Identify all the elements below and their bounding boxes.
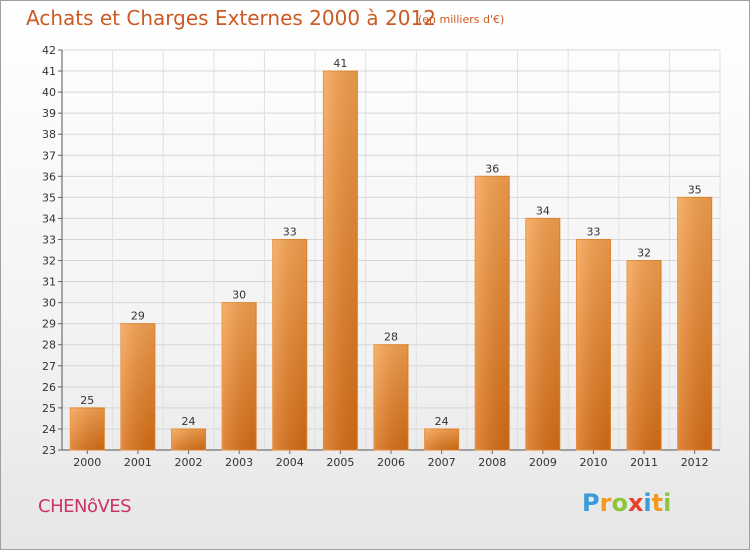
y-tick-label: 37 xyxy=(42,149,56,162)
bar-shade-2012 xyxy=(677,197,712,450)
y-tick-label: 42 xyxy=(42,44,56,57)
data-label-2000: 25 xyxy=(80,394,94,407)
bar-shade-2009 xyxy=(525,218,560,450)
data-label-2008: 36 xyxy=(485,162,499,175)
place-name: CHENôVES xyxy=(38,496,132,517)
bar-shade-2010 xyxy=(576,239,611,450)
y-tick-label: 41 xyxy=(42,65,56,78)
y-tick-label: 27 xyxy=(42,360,56,373)
bar-shade-2003 xyxy=(222,302,257,450)
logo-letter: t xyxy=(651,489,664,517)
y-tick-label: 31 xyxy=(42,276,56,289)
logo-letter: r xyxy=(599,489,612,517)
x-tick-label-2007: 2007 xyxy=(428,456,456,469)
data-label-2004: 33 xyxy=(283,225,297,238)
x-tick-label-2011: 2011 xyxy=(630,456,658,469)
y-tick-label: 29 xyxy=(42,318,56,331)
x-tick-label-2001: 2001 xyxy=(124,456,152,469)
y-tick-label: 34 xyxy=(42,212,56,225)
bar-shade-2008 xyxy=(475,176,510,450)
data-label-2011: 32 xyxy=(637,247,651,260)
chart-subtitle: (en milliers d'€) xyxy=(418,13,505,26)
y-tick-label: 35 xyxy=(42,191,56,204)
bars: 25 29 24 30 33 41 28 24 36 34 33 32 35 xyxy=(69,57,713,451)
y-tick-label: 24 xyxy=(42,423,56,436)
proxiti-logo: Proxiti xyxy=(582,489,671,517)
y-tick-label: 23 xyxy=(42,444,56,457)
y-tick-label: 25 xyxy=(42,402,56,415)
data-label-2002: 24 xyxy=(182,415,196,428)
x-tick-label-2006: 2006 xyxy=(377,456,405,469)
bar-shade-2004 xyxy=(272,239,307,450)
y-tick-label: 36 xyxy=(42,170,56,183)
bar-shade-2011 xyxy=(627,260,662,450)
y-tick-label: 38 xyxy=(42,128,56,141)
bar-shade-2007 xyxy=(424,428,459,450)
y-tick-label: 39 xyxy=(42,107,56,120)
x-tick-label-2009: 2009 xyxy=(529,456,557,469)
y-tick-label: 30 xyxy=(42,297,56,310)
x-tick-label-2003: 2003 xyxy=(225,456,253,469)
data-label-2006: 28 xyxy=(384,331,398,344)
y-tick-label: 26 xyxy=(42,381,56,394)
data-label-2001: 29 xyxy=(131,310,145,323)
x-tick-label-2004: 2004 xyxy=(276,456,304,469)
logo-letter: o xyxy=(611,489,628,517)
x-tick-label-2010: 2010 xyxy=(579,456,607,469)
bar-shade-2002 xyxy=(171,428,206,450)
x-tick-label-2002: 2002 xyxy=(175,456,203,469)
chart-title: Achats et Charges Externes 2000 à 2012 xyxy=(26,6,436,30)
y-tick-label: 33 xyxy=(42,233,56,246)
x-tick-label-2012: 2012 xyxy=(681,456,709,469)
logo-letter: i xyxy=(663,489,672,517)
data-label-2010: 33 xyxy=(586,225,600,238)
x-tick-label-2008: 2008 xyxy=(478,456,506,469)
bar-shade-2005 xyxy=(323,71,358,450)
data-label-2012: 35 xyxy=(688,183,702,196)
data-label-2009: 34 xyxy=(536,204,550,217)
logo-letter: i xyxy=(643,489,652,517)
x-tick-label-2005: 2005 xyxy=(326,456,354,469)
logo-letter: x xyxy=(627,489,644,517)
y-tick-label: 32 xyxy=(42,255,56,268)
y-tick-label: 40 xyxy=(42,86,56,99)
bar-shade-2000 xyxy=(70,407,105,450)
axes: 23 24 25 26 27 28 29 30 31 32 33 34 35 36 37 38 39 40 41 42… xyxy=(42,44,720,469)
x-tick-label-2000: 2000 xyxy=(73,456,101,469)
y-tick-label: 28 xyxy=(42,339,56,352)
bar-shade-2006 xyxy=(374,344,408,450)
data-label-2005: 41 xyxy=(333,57,347,70)
data-label-2007: 24 xyxy=(435,415,449,428)
logo-letter: P xyxy=(582,489,600,517)
bar-shade-2001 xyxy=(120,323,155,450)
data-label-2003: 30 xyxy=(232,289,246,302)
